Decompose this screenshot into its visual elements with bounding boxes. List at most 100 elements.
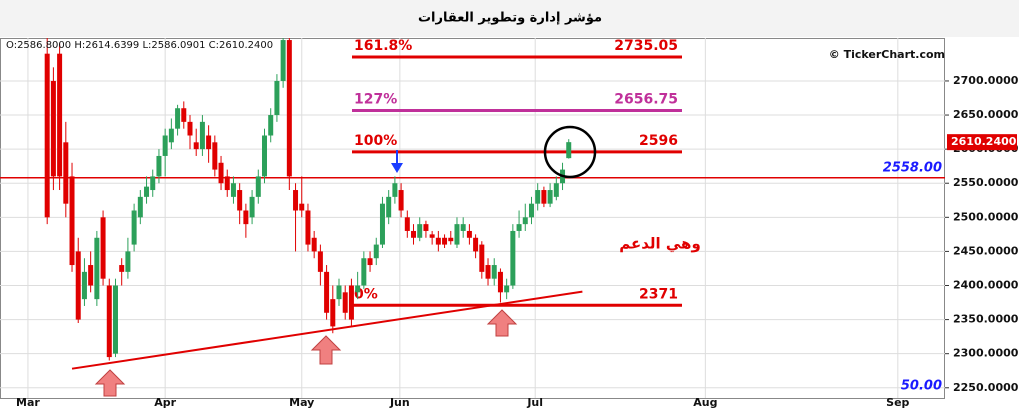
- level-value: 2371: [639, 286, 678, 302]
- candle-body: [485, 265, 491, 279]
- candle-body: [423, 224, 429, 231]
- x-tick-label: Apr: [154, 396, 176, 409]
- candle-body: [131, 210, 137, 245]
- candle-body: [448, 237, 454, 242]
- candle-body: [392, 183, 398, 197]
- candle-body: [299, 203, 305, 211]
- x-tick-label: Sep: [886, 396, 909, 409]
- candle-body: [466, 230, 472, 238]
- candle-body: [199, 121, 205, 150]
- candle-body: [379, 203, 385, 245]
- last-price-box: [947, 134, 1017, 151]
- candle-body: [94, 237, 100, 300]
- ohlc-info: O:2586.8000 H:2614.6399 L:2586.0901 C:26…: [6, 40, 273, 51]
- candle-body: [268, 115, 274, 136]
- chart-title: مؤشر إدارة وتطوير العقارات: [418, 11, 602, 26]
- candle-body: [88, 265, 94, 286]
- level-value: 2596: [639, 133, 678, 149]
- candle-body: [100, 217, 106, 279]
- candle-body: [243, 210, 249, 225]
- candle-body: [168, 128, 174, 143]
- candle-body: [547, 190, 553, 204]
- candle-body: [348, 285, 354, 320]
- candle-body: [324, 271, 330, 313]
- level-percent: 127%: [354, 91, 397, 107]
- candle-body: [367, 258, 373, 266]
- candle-body: [230, 183, 236, 197]
- x-tick-label: Jul: [526, 396, 543, 409]
- candle-body: [280, 40, 286, 81]
- candle-body: [274, 80, 280, 116]
- candle-body: [144, 186, 150, 197]
- candle-body: [479, 244, 485, 272]
- y-tick-label: 2250.0000: [953, 381, 1019, 394]
- candle-body: [156, 155, 162, 177]
- annotation: وهي الدعم: [619, 235, 701, 253]
- y-tick-label: 2500.0000: [953, 210, 1019, 223]
- candle-body: [504, 285, 510, 293]
- candle-body: [522, 217, 528, 225]
- candle-body: [212, 142, 218, 170]
- trendline: [71, 290, 583, 370]
- candle-body: [317, 251, 323, 272]
- level-value: 2656.75: [614, 91, 678, 107]
- candle-body: [460, 224, 466, 231]
- x-tick-label: Aug: [693, 396, 717, 409]
- watermark: © TickerChart.com: [829, 48, 945, 61]
- candle-body: [497, 271, 503, 293]
- candle-body: [473, 237, 479, 252]
- candle-body: [44, 53, 50, 218]
- candle-body: [305, 210, 311, 245]
- candle-body: [342, 292, 348, 313]
- candle-body: [150, 176, 156, 191]
- indicator-label: 50.00: [901, 379, 942, 394]
- candle-body: [311, 237, 317, 252]
- candle-body: [541, 190, 547, 204]
- candle-body: [162, 135, 168, 156]
- candle-body: [293, 190, 299, 211]
- title-bar: [0, 0, 1019, 37]
- candle-body: [398, 190, 404, 211]
- candle-body: [373, 244, 379, 259]
- y-tick-label: 2550.0000: [953, 176, 1019, 189]
- candle-body: [417, 224, 423, 238]
- last-price-label: 2610.2400: [951, 135, 1017, 148]
- candle-body: [355, 285, 361, 293]
- candle-body: [404, 217, 410, 231]
- candle-body: [81, 271, 87, 300]
- candle-body: [553, 183, 559, 197]
- arrow-down: [391, 163, 403, 173]
- y-tick-label: 2350.0000: [953, 313, 1019, 326]
- candle-body: [262, 135, 268, 177]
- candle-body: [491, 265, 497, 279]
- candle-body: [454, 224, 460, 245]
- y-tick-label: 2650.0000: [953, 108, 1019, 121]
- candle-body: [175, 108, 181, 129]
- candle-body: [125, 251, 131, 272]
- candle-body: [181, 108, 187, 122]
- y-tick-label: 2300.0000: [953, 347, 1019, 360]
- candle-body: [510, 230, 516, 286]
- candle-body: [224, 176, 230, 191]
- candle-body: [187, 121, 193, 136]
- candle-body: [386, 196, 392, 218]
- candle-body: [75, 251, 81, 320]
- y-tick-label: 2450.0000: [953, 244, 1019, 257]
- candle-body: [193, 142, 199, 150]
- x-tick-label: May: [289, 396, 314, 409]
- arrow-up: [486, 309, 518, 337]
- candle-body: [361, 258, 367, 286]
- candle-body: [57, 53, 63, 177]
- level-percent: 161.8%: [354, 38, 412, 54]
- candle-body: [255, 176, 261, 197]
- candle-body: [237, 190, 243, 211]
- arrow-up: [94, 369, 126, 397]
- candle-body: [336, 285, 342, 300]
- candle-body: [566, 142, 572, 159]
- x-tick-label: Jun: [389, 396, 410, 409]
- candle-body: [63, 142, 69, 204]
- candle-body: [206, 135, 212, 150]
- candle-body: [516, 224, 522, 231]
